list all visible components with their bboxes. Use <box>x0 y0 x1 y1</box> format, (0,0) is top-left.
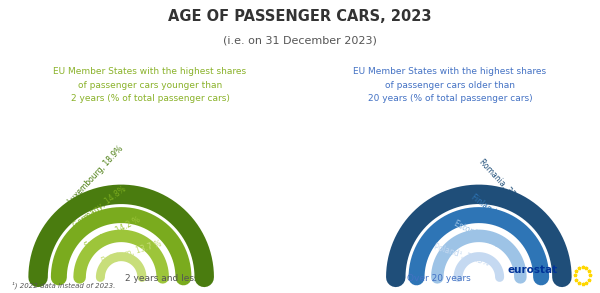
Text: Estonia, 32.3%: Estonia, 32.3% <box>453 219 508 253</box>
Text: AGE OF PASSENGER CARS, 2023: AGE OF PASSENGER CARS, 2023 <box>168 9 432 24</box>
Text: Belgium, 13.7 %: Belgium, 13.7 % <box>101 239 163 265</box>
Text: Romania, 33.2%: Romania, 33.2% <box>477 158 526 209</box>
Text: EU Member States with the highest shares
of passenger cars younger than
2 years : EU Member States with the highest shares… <box>53 67 247 103</box>
Text: Sweden, 14.2 %: Sweden, 14.2 % <box>83 215 142 251</box>
Text: EU Member States with the highest shares
of passenger cars older than
20 years (: EU Member States with the highest shares… <box>353 67 547 103</box>
Text: Finland, 32.3%: Finland, 32.3% <box>470 192 520 234</box>
Text: Germany, 14.8%: Germany, 14.8% <box>72 185 128 230</box>
Text: Poland¹, 29.3%: Poland¹, 29.3% <box>433 242 490 267</box>
Text: Luxembourg, 18.9%: Luxembourg, 18.9% <box>67 144 125 206</box>
Text: 2 years and less: 2 years and less <box>125 274 199 283</box>
Text: (i.e. on 31 December 2023): (i.e. on 31 December 2023) <box>223 35 377 45</box>
Text: Over 20 years: Over 20 years <box>407 274 470 283</box>
Text: eurostat: eurostat <box>507 265 557 275</box>
Text: ¹) 2022 data instead of 2023.: ¹) 2022 data instead of 2023. <box>12 281 115 289</box>
